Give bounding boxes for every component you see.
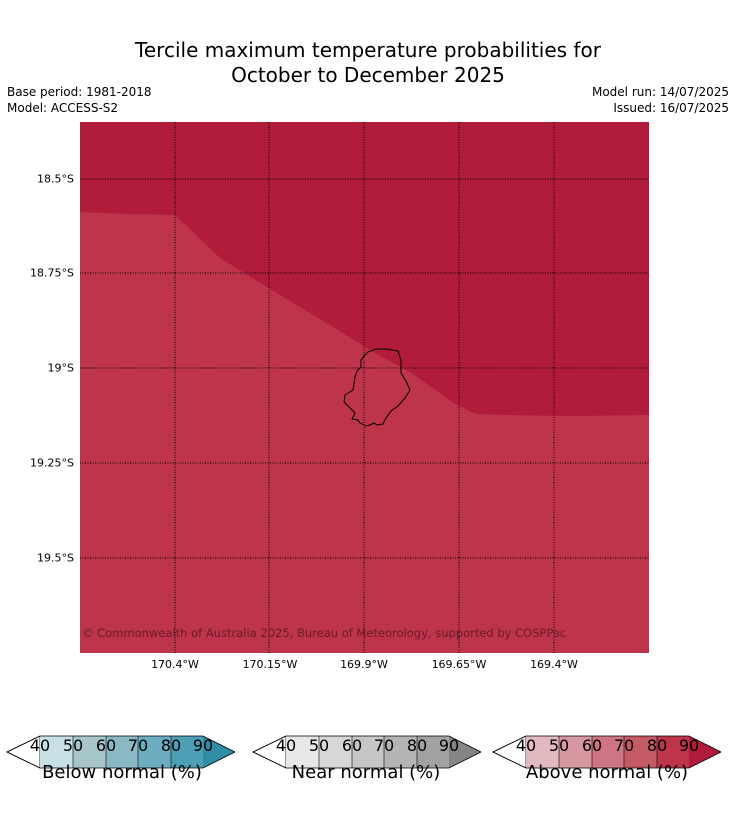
cbar-swatch — [417, 736, 449, 768]
lon-label: 169.65°W — [431, 658, 487, 671]
lat-label: 18.5°S — [37, 172, 74, 186]
cbar-dividers — [558, 736, 658, 768]
cbar-swatch — [138, 736, 171, 768]
cbar-tick: 50 — [308, 736, 330, 755]
cbar-tick: 70 — [613, 736, 635, 755]
cbar-label-near: Near normal (%) — [291, 762, 441, 783]
cbar-tick: 60 — [581, 736, 603, 755]
cbar-tick: 90 — [192, 736, 214, 755]
model-name: Model: ACCESS-S2 — [7, 101, 119, 115]
colorbar-near — [252, 735, 481, 769]
cbar-tick: 40 — [515, 736, 537, 755]
cbar-swatch — [624, 736, 657, 768]
cbar-swatch — [171, 736, 203, 768]
lat-label: 19°S — [47, 361, 74, 375]
cbar-tick: 90 — [438, 736, 460, 755]
probability-map: © Commonwealth of Australia 2025, Bureau… — [80, 122, 649, 653]
cbar-tick: 60 — [341, 736, 363, 755]
cbar-high-extend — [449, 736, 481, 768]
meta-right: Model run: 14/07/2025 Issued: 16/07/2025 — [592, 84, 729, 116]
lat-label: 18.75°S — [30, 266, 74, 280]
island-outline — [343, 348, 411, 427]
cbar-tick: 70 — [373, 736, 395, 755]
cbar-outline — [6, 735, 235, 769]
cbar-tick: 40 — [29, 736, 51, 755]
lat-label: 19.5°S — [37, 551, 74, 565]
cbar-swatch — [319, 736, 352, 768]
cbar-swatch — [352, 736, 384, 768]
cbar-swatch — [559, 736, 592, 768]
cbar-swatch — [40, 736, 73, 768]
cbar-tick: 50 — [62, 736, 84, 755]
cbar-swatch — [384, 736, 417, 768]
map-title: Tercile maximum temperature probabilitie… — [0, 38, 736, 88]
lon-label: 169.4°W — [530, 658, 578, 671]
cbar-dividers — [318, 736, 418, 768]
copyright-text: © Commonwealth of Australia 2025, Bureau… — [82, 626, 566, 640]
region-above-90 — [80, 122, 649, 416]
cbar-outline — [492, 735, 721, 769]
cbar-tick: 80 — [406, 736, 428, 755]
cbar-swatch — [657, 736, 689, 768]
cbar-high-extend — [689, 736, 721, 768]
model-run: Model run: 14/07/2025 — [591, 85, 729, 99]
lat-label: 19.25°S — [30, 456, 74, 470]
cbar-tick: 80 — [160, 736, 182, 755]
colorbar-above — [492, 735, 721, 769]
lon-label: 170.15°W — [242, 658, 298, 671]
cbar-swatch — [592, 736, 624, 768]
lon-label: 170.4°W — [151, 658, 199, 671]
cbar-swatch — [106, 736, 138, 768]
cbar-swatch — [286, 736, 319, 768]
graticule — [80, 122, 649, 653]
cbar-outline — [252, 735, 481, 769]
lon-label: 169.9°W — [340, 658, 388, 671]
meta-left: Base period: 1981-2018 Model: ACCESS-S2 — [7, 84, 152, 116]
colorbar-below — [6, 735, 235, 769]
title-line-1: Tercile maximum temperature probabilitie… — [135, 38, 601, 62]
issued-date: Issued: 16/07/2025 — [613, 101, 729, 115]
cbar-tick: 90 — [678, 736, 700, 755]
cbar-dividers — [72, 736, 172, 768]
cbar-swatch — [526, 736, 559, 768]
cbar-high-extend — [203, 736, 235, 768]
cbar-label-below: Below normal (%) — [42, 762, 202, 783]
cbar-tick: 70 — [127, 736, 149, 755]
base-period: Base period: 1981-2018 — [7, 85, 152, 99]
title-line-2: October to December 2025 — [231, 63, 505, 87]
cbar-tick: 50 — [548, 736, 570, 755]
cbar-swatch — [73, 736, 106, 768]
cbar-tick: 80 — [646, 736, 668, 755]
cbar-tick: 60 — [95, 736, 117, 755]
cbar-label-above: Above normal (%) — [525, 762, 689, 783]
cbar-tick: 40 — [275, 736, 297, 755]
